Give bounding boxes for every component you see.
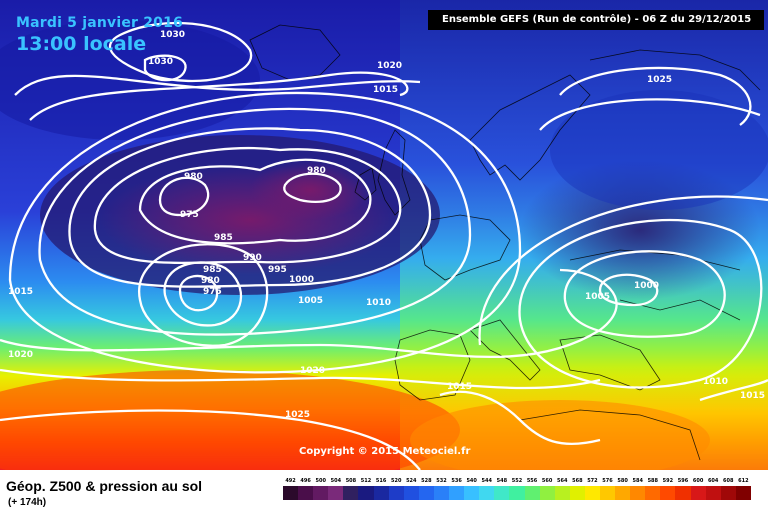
color-scale-label: 612: [738, 478, 749, 484]
color-scale-swatch: [615, 486, 631, 500]
color-scale-label: 564: [557, 478, 568, 484]
color-scale-swatch: [675, 486, 691, 500]
color-scale-label: 512: [360, 478, 372, 484]
color-scale-labels: 492 496 500 504 508 512 516 520 524 528 532 536 540 5…: [283, 478, 751, 486]
legend-bar: Géop. Z500 & pression au sol (+ 174h) 49…: [0, 470, 768, 512]
isobar-label: 1030: [160, 30, 186, 40]
isobar-label: 1005: [298, 296, 324, 306]
color-scale-label: 596: [677, 478, 689, 484]
color-scale-swatch: [720, 486, 736, 500]
weather-map: [0, 0, 768, 470]
color-scale-label: 608: [723, 478, 734, 484]
color-scale-swatch: [735, 486, 751, 500]
forecast-hour: (+ 174h): [8, 497, 47, 508]
color-scale-swatch: [660, 486, 676, 500]
forecast-date: Mardi 5 janvier 2016: [16, 15, 183, 31]
color-scale-label: 584: [632, 478, 643, 484]
color-scale-swatch: [388, 486, 404, 500]
color-scale-label: 536: [451, 478, 462, 484]
isobar-label: 1015: [8, 287, 34, 297]
color-scale-label: 576: [602, 478, 613, 484]
isobar-label: 1030: [148, 57, 174, 67]
color-scale-label: 504: [330, 478, 342, 484]
color-scale-label: 500: [315, 478, 326, 484]
color-scale-label: 496: [300, 478, 311, 484]
isobar-label: 1015: [740, 391, 766, 401]
color-scale-label: 524: [406, 478, 417, 484]
forecast-time: 13:00 locale: [16, 33, 147, 55]
color-scale-swatch: [328, 486, 344, 500]
color-scale-label: 580: [617, 478, 628, 484]
isobar-label: 1010: [703, 377, 729, 387]
color-scale-label: 532: [436, 478, 447, 484]
color-scale-swatch: [313, 486, 329, 500]
color-scale-label: 516: [375, 478, 387, 484]
color-scale-label: 520: [390, 478, 402, 484]
color-scale-label: 528: [421, 478, 432, 484]
color-scale-swatch: [630, 486, 646, 500]
color-scale-swatch: [403, 486, 419, 500]
color-scale-swatch: [358, 486, 374, 500]
color-scale-swatch: [569, 486, 585, 500]
color-scale-swatch: [464, 486, 480, 500]
color-scale-label: 600: [692, 478, 704, 484]
isobar-label: 1000: [634, 281, 660, 291]
color-scale-swatch: [524, 486, 540, 500]
color-scale-label: 556: [526, 478, 538, 484]
color-scale-swatch: [554, 486, 570, 500]
isobar-label: 1020: [300, 366, 326, 376]
isobar-label: 1025: [647, 75, 673, 85]
isobar-label: 1010: [366, 298, 392, 308]
isobar-label: 980: [307, 166, 326, 176]
color-scale-swatch: [494, 486, 510, 500]
color-scale: 492 496 500 504 508 512 516 520 524 528 532 536 540 5…: [283, 478, 751, 510]
color-scale-label: 552: [511, 478, 523, 484]
color-scale-swatch: [584, 486, 600, 500]
color-scale-label: 572: [587, 478, 598, 484]
color-scale-swatch: [343, 486, 359, 500]
color-scale-swatch: [690, 486, 706, 500]
isobar-label: 1015: [447, 382, 473, 392]
color-scale-swatch: [599, 486, 616, 500]
isobar-label: 1005: [585, 292, 611, 302]
isobar-label: 1020: [377, 61, 403, 71]
color-scale-swatch: [705, 486, 721, 500]
isobar-label: 995: [268, 265, 287, 275]
isobar-label: 985: [214, 233, 233, 243]
isobar-label: 980: [184, 172, 203, 182]
isobar-label: 990: [243, 253, 262, 263]
color-scale-label: 548: [496, 478, 508, 484]
color-scale-label: 560: [541, 478, 553, 484]
isobar-label: 980: [201, 276, 220, 286]
color-scale-label: 544: [481, 478, 492, 484]
isobar-label: 985: [203, 265, 222, 275]
color-scale-label: 604: [707, 478, 719, 484]
color-scale-label: 508: [345, 478, 357, 484]
isobar-label: 1000: [289, 275, 315, 285]
color-scale-swatch: [373, 486, 389, 500]
isobar-label: 975: [203, 287, 222, 297]
color-scale-swatch: [479, 486, 495, 500]
color-scale-swatches: [283, 486, 751, 500]
color-scale-label: 492: [285, 478, 296, 484]
color-scale-swatch: [539, 486, 555, 500]
color-scale-label: 540: [466, 478, 477, 484]
color-scale-swatch: [645, 486, 661, 500]
isobar-label: 1020: [8, 350, 34, 360]
isobar-label: 1015: [373, 85, 399, 95]
copyright-notice: Copyright © 2015 Meteociel.fr: [299, 446, 471, 457]
color-scale-swatch: [298, 486, 314, 500]
color-scale-swatch: [433, 486, 450, 500]
isobar-label: 975: [180, 210, 199, 220]
isobar-label: 1025: [285, 410, 311, 420]
color-scale-swatch: [283, 486, 299, 500]
color-scale-label: 592: [662, 478, 674, 484]
color-scale-swatch: [418, 486, 434, 500]
color-scale-label: 568: [572, 478, 583, 484]
color-scale-swatch: [449, 486, 465, 500]
color-scale-swatch: [509, 486, 525, 500]
variable-name: Géop. Z500 & pression au sol: [6, 478, 203, 494]
run-info-banner: Ensemble GEFS (Run de contrôle) - 06 Z d…: [428, 10, 764, 30]
color-scale-label: 588: [647, 478, 659, 484]
